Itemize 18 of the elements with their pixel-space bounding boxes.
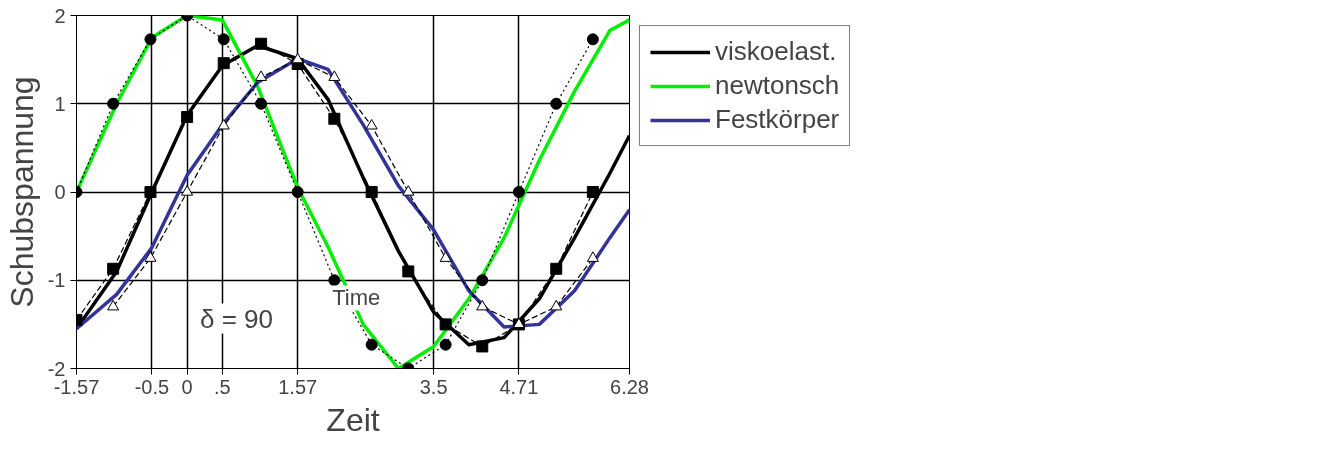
x-axis-title: Zeit bbox=[326, 401, 380, 438]
y-axis-title: Schubspannung bbox=[3, 76, 40, 308]
annotation: δ = 90 bbox=[199, 303, 274, 334]
y-tick-label: 0 bbox=[54, 181, 66, 203]
legend-label: Festkörper bbox=[715, 104, 840, 135]
y-tick-label: 2 bbox=[54, 4, 66, 27]
annotation: Time bbox=[332, 285, 381, 311]
x-tick-label: 0 bbox=[181, 375, 193, 398]
x-tick-label: 6.28 bbox=[610, 375, 649, 398]
x-tick-label: .5 bbox=[213, 375, 231, 398]
y-tick-label: -1 bbox=[47, 269, 66, 292]
x-tick-label: -0.5 bbox=[134, 375, 170, 398]
x-tick-label: 1.57 bbox=[278, 375, 318, 398]
x-tick-label: 4.71 bbox=[499, 375, 539, 398]
y-tick-label: 1 bbox=[54, 92, 66, 115]
x-tick-label: 3.5 bbox=[419, 375, 448, 398]
legend-label: viskoelast. bbox=[715, 36, 837, 67]
legend-label: newtonsch bbox=[715, 70, 840, 101]
